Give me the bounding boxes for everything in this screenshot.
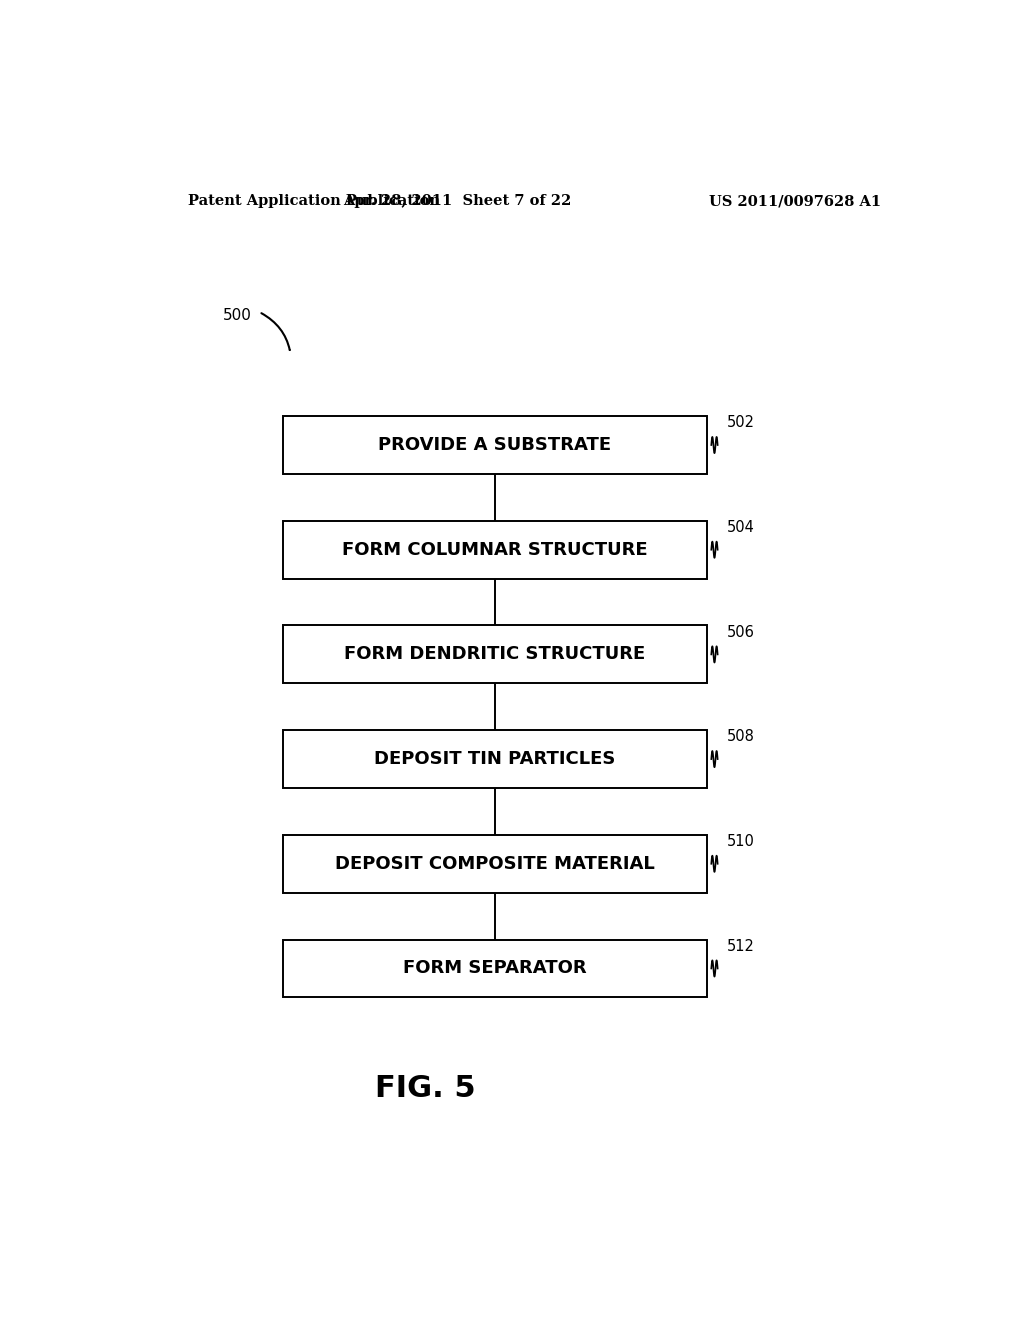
Text: 510: 510 [727, 834, 755, 849]
Text: FORM COLUMNAR STRUCTURE: FORM COLUMNAR STRUCTURE [342, 541, 648, 558]
Text: FORM DENDRITIC STRUCTURE: FORM DENDRITIC STRUCTURE [344, 645, 646, 664]
Text: PROVIDE A SUBSTRATE: PROVIDE A SUBSTRATE [379, 436, 611, 454]
Text: 504: 504 [727, 520, 755, 535]
Text: 502: 502 [727, 416, 755, 430]
Bar [283, 626, 708, 684]
Bar [283, 416, 708, 474]
Text: Apr. 28, 2011  Sheet 7 of 22: Apr. 28, 2011 Sheet 7 of 22 [343, 194, 571, 209]
Text: 512: 512 [727, 939, 755, 953]
Text: 500: 500 [223, 309, 252, 323]
Text: FIG. 5: FIG. 5 [375, 1074, 476, 1104]
Text: 506: 506 [727, 624, 755, 640]
Bar [283, 730, 708, 788]
Text: Patent Application Publication: Patent Application Publication [187, 194, 439, 209]
Text: FORM SEPARATOR: FORM SEPARATOR [403, 960, 587, 978]
Bar [283, 834, 708, 892]
Text: 508: 508 [727, 729, 755, 744]
Text: US 2011/0097628 A1: US 2011/0097628 A1 [709, 194, 881, 209]
Bar [283, 521, 708, 578]
Text: DEPOSIT COMPOSITE MATERIAL: DEPOSIT COMPOSITE MATERIAL [335, 855, 655, 873]
Text: DEPOSIT TIN PARTICLES: DEPOSIT TIN PARTICLES [375, 750, 615, 768]
Bar [283, 940, 708, 998]
FancyArrowPatch shape [261, 313, 290, 350]
